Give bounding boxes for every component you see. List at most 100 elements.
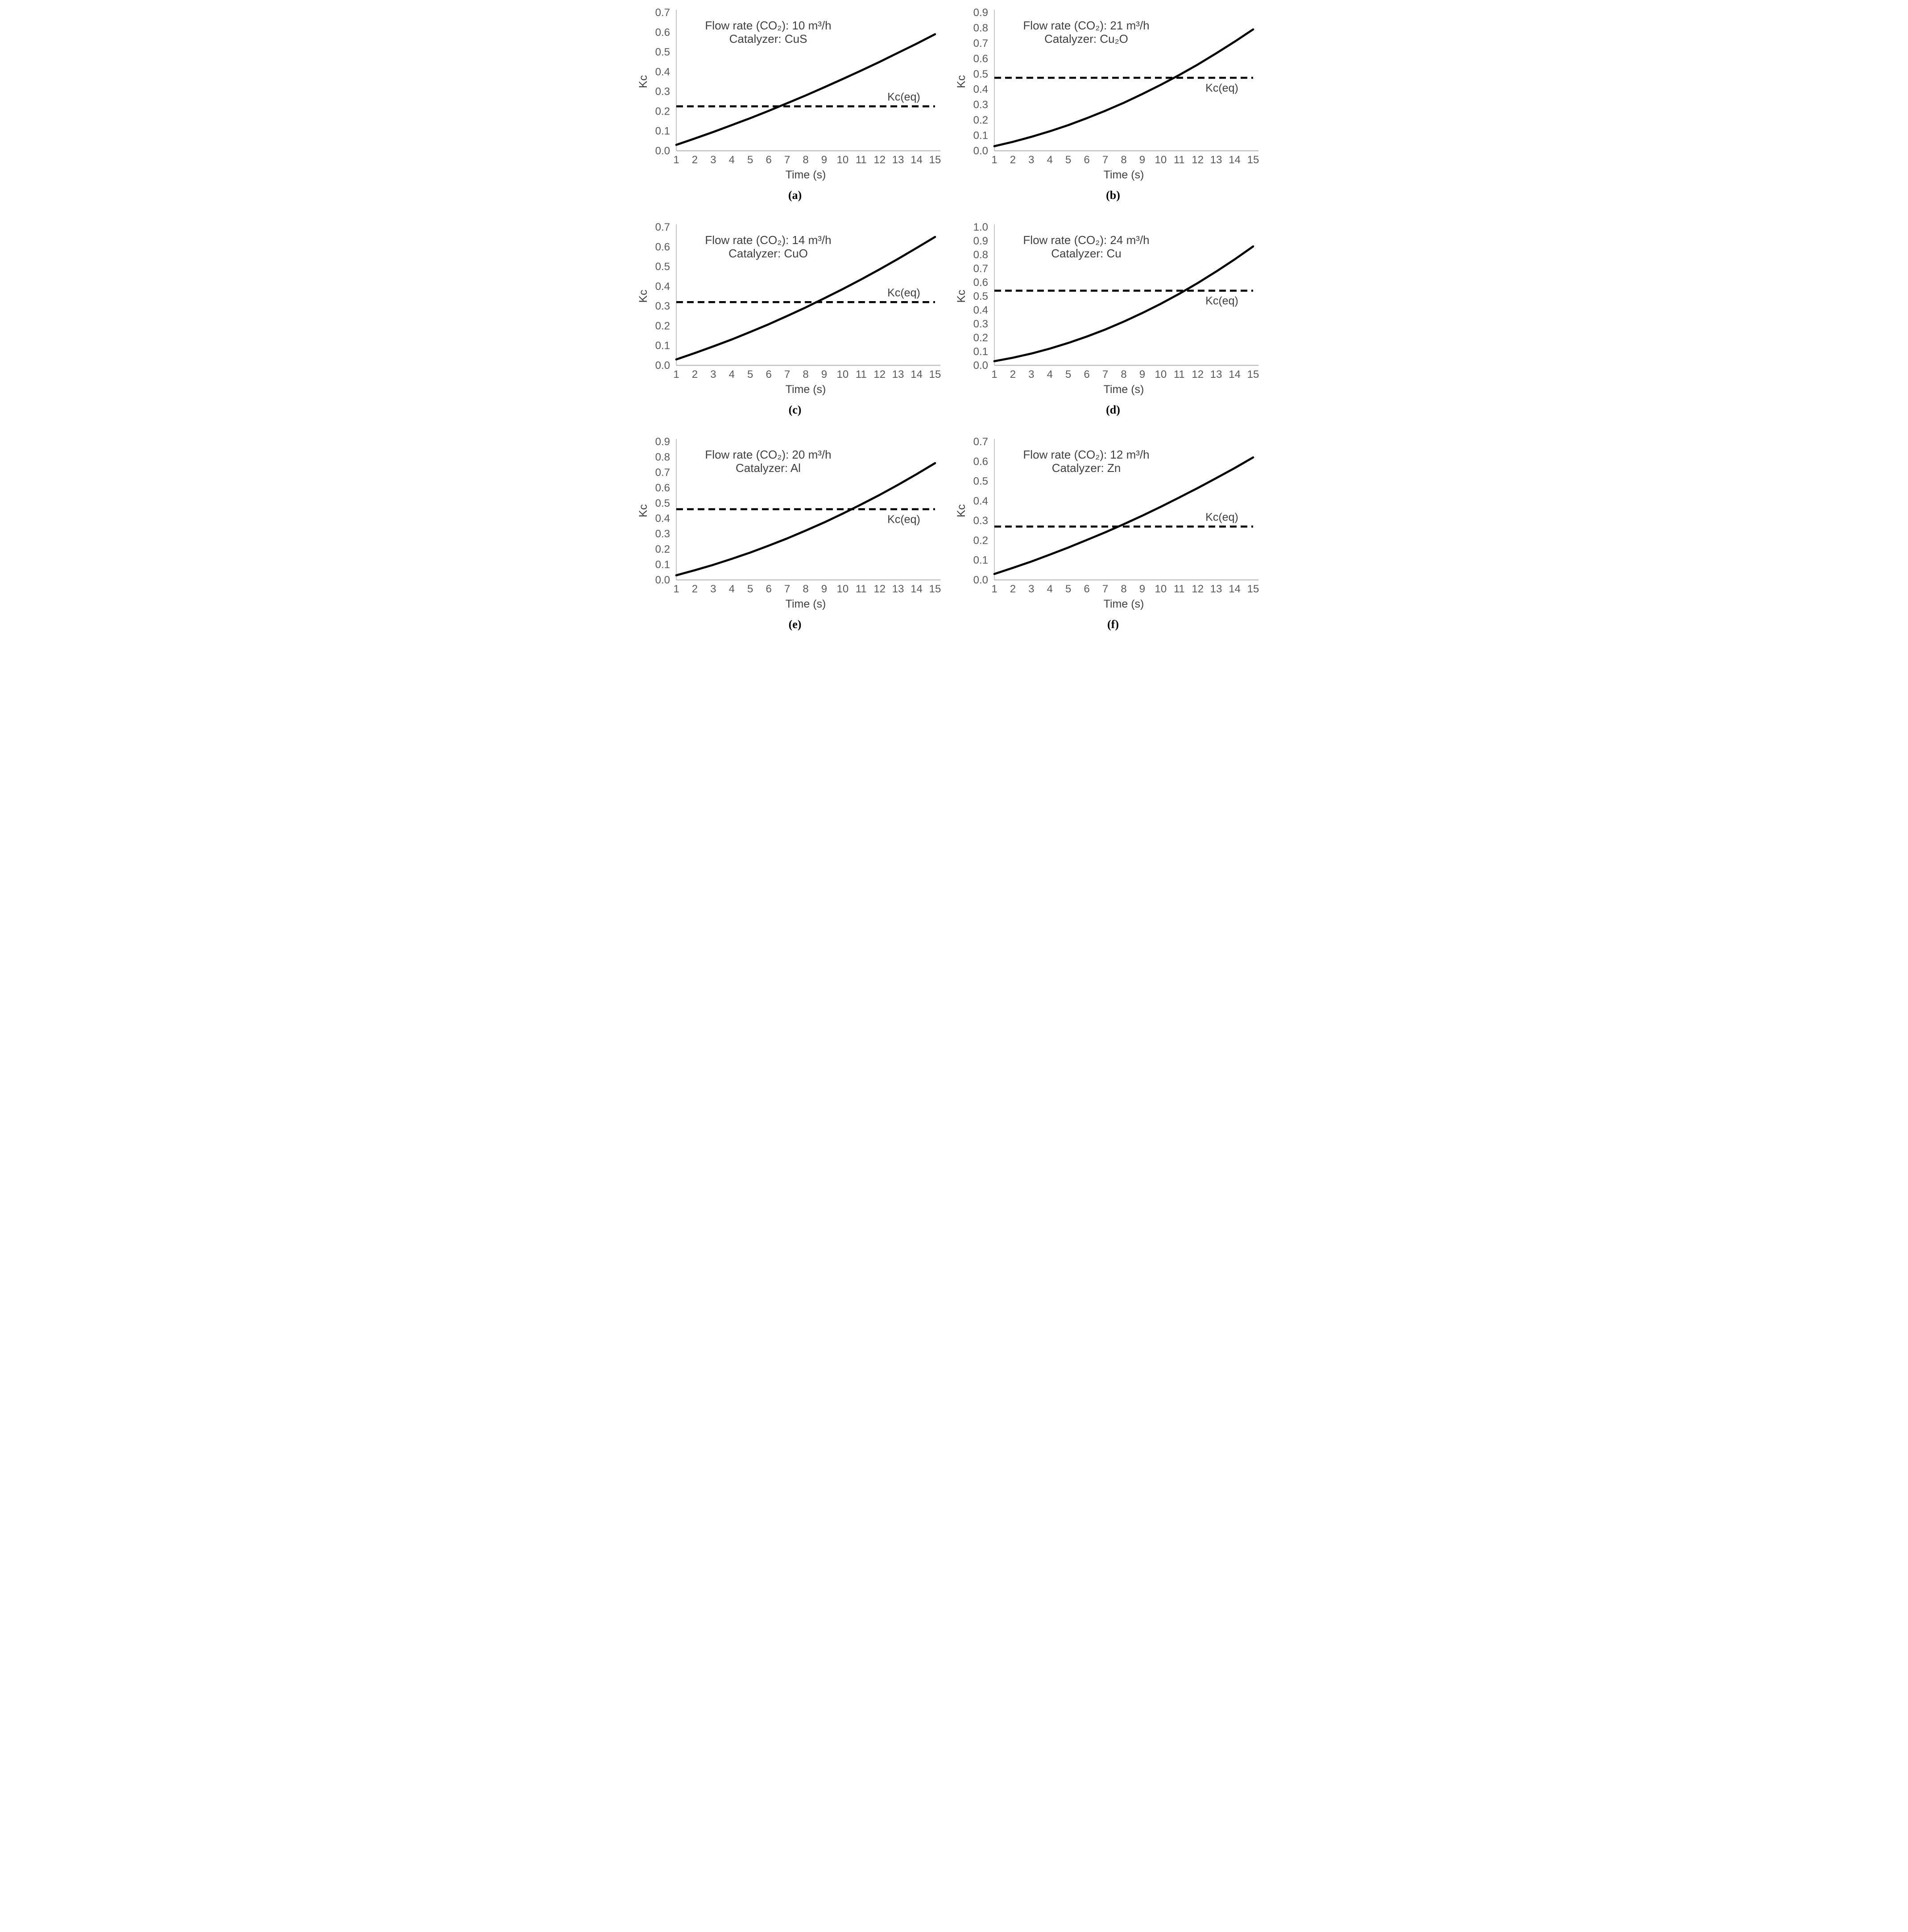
x-tick-label: 15 [929, 368, 941, 381]
x-tick-label: 13 [892, 583, 904, 595]
x-tick-label: 4 [1047, 368, 1052, 381]
y-tick-label: 0.7 [973, 436, 988, 448]
y-tick-label: 0.7 [655, 7, 670, 19]
x-tick-label: 9 [821, 368, 827, 381]
y-tick-label: 0.0 [655, 360, 670, 372]
y-tick-label: 0.6 [973, 455, 988, 467]
annotation-catalyzer: Catalyzer: CuO [728, 247, 808, 260]
x-axis-title: Time (s) [785, 598, 826, 610]
panel-caption-e: (e) [788, 618, 802, 631]
x-tick-label: 7 [1102, 368, 1108, 381]
kc-curve [675, 462, 936, 577]
x-tick-label: 4 [728, 368, 734, 381]
x-tick-label: 12 [1192, 368, 1204, 381]
y-tick-label: 0.1 [655, 125, 670, 137]
x-tick-label: 15 [1247, 583, 1259, 595]
y-tick-label: 0.4 [655, 281, 670, 293]
annotation-flow-rate: Flow rate (CO₂): 14 m³/h [705, 233, 831, 247]
x-tick-label: 10 [1155, 368, 1167, 381]
x-tick-label: 8 [803, 154, 808, 166]
x-axis-title: Time (s) [785, 383, 826, 396]
y-tick-label: 0.3 [655, 300, 670, 312]
y-tick-label: 0.8 [973, 249, 988, 261]
y-tick-label: 0.5 [973, 68, 988, 80]
x-tick-label: 11 [855, 368, 866, 381]
y-tick-label: 0.6 [973, 53, 988, 65]
x-tick-label: 5 [747, 154, 753, 166]
y-tick-label: 0.1 [973, 554, 988, 567]
panel-f: 0.0 0.1 0.2 0.3 0.4 0.5 0.6 0.7 1 2 3 4 5 6 7 8 9 10 11 12 1… [954, 433, 1272, 647]
chart-a: 0.00.10.20.30.40.50.60.71 2 3 4 5 6 7 8 9 10 11 12 1… [637, 7, 941, 181]
annotation-flow-rate: Flow rate (CO₂): 21 m³/h [1023, 19, 1149, 32]
x-tick-label: 9 [1139, 583, 1145, 595]
x-tick-label: 13 [1210, 154, 1222, 166]
kc-eq-label: Kc(eq) [1205, 295, 1238, 307]
x-tick-label: 7 [784, 583, 790, 595]
panel-caption-d: (d) [1106, 403, 1120, 416]
x-tick-label: 15 [929, 583, 941, 595]
x-tick-label: 15 [1247, 368, 1259, 381]
chart-c: 0.00.10.20.30.40.50.60.71 2 3 4 5 6 7 8 9 10 11 12 1… [637, 221, 941, 396]
page: { "figure": { "layout": "3 rows x 2 colu… [0, 0, 1908, 647]
y-axis-title: Kc [955, 290, 968, 302]
y-tick-label: 0.9 [655, 436, 670, 448]
y-tick-label: 0.7 [973, 37, 988, 50]
x-tick-label: 5 [747, 368, 753, 381]
y-tick-label: 0.4 [973, 495, 988, 507]
x-tick-label: 7 [1102, 583, 1108, 595]
x-tick-label: 8 [1121, 154, 1126, 166]
y-tick-label: 0.9 [973, 7, 988, 19]
annotation-catalyzer: Catalyzer: Al [736, 461, 801, 475]
chart-f: 0.00.10.20.30.40.50.60.71 2 3 4 5 6 7 8 9 10 11 12 1… [955, 436, 1259, 610]
kc-eq-label: Kc(eq) [1205, 511, 1238, 523]
figure-grid: 0.0 0.1 0.2 0.3 0.4 0.5 0.6 0.7 1 2 3 4 5 6 7 8 9 10 11 12 1… [636, 0, 1272, 647]
y-tick-label: 0.5 [655, 261, 670, 273]
y-tick-label: 0.5 [655, 46, 670, 58]
chart-d: 0.00.10.20.30.40.50.60.70.80.91.01 2 3 4 5 6 7… [955, 221, 1259, 396]
x-tick-label: 15 [1247, 154, 1259, 166]
x-tick-label: 3 [1028, 583, 1034, 595]
chart-b: 0.00.10.20.30.40.50.60.70.80.91 2 3 4 5 6 7 8 9 1… [955, 7, 1259, 181]
y-tick-label: 0.0 [655, 145, 670, 157]
y-tick-label: 0.6 [655, 241, 670, 253]
x-tick-label: 2 [1010, 368, 1015, 381]
panel-caption-a: (a) [788, 189, 802, 202]
annotation-catalyzer: Catalyzer: Cu₂O [1044, 32, 1128, 46]
panel-caption-f: (f) [1107, 618, 1119, 631]
x-tick-label: 10 [836, 154, 848, 166]
x-tick-label: 3 [710, 154, 716, 166]
x-tick-label: 8 [1121, 583, 1126, 595]
x-tick-label: 7 [784, 368, 790, 381]
x-tick-label: 12 [873, 154, 886, 166]
x-axis-title: Time (s) [1103, 169, 1144, 181]
x-tick-label: 10 [836, 368, 848, 381]
x-tick-label: 8 [1121, 368, 1126, 381]
x-tick-label: 14 [911, 154, 923, 166]
x-tick-label: 12 [873, 368, 886, 381]
y-tick-label: 0.4 [973, 83, 988, 95]
kc-curve [675, 33, 936, 146]
x-tick-label: 6 [766, 368, 771, 381]
y-tick-label: 0.4 [973, 304, 988, 316]
x-tick-label: 13 [892, 154, 904, 166]
panel-caption-c: (c) [788, 403, 802, 416]
y-tick-label: 0.0 [973, 145, 988, 157]
x-tick-label: 5 [747, 583, 753, 595]
panel-d: 0.0 0.1 0.2 0.3 0.4 0.5 0.6 0.7 0.8 0.9 1.0 1 2 3 4 5 6 7… [954, 218, 1272, 433]
x-tick-label: 13 [892, 368, 904, 381]
y-tick-label: 0.5 [973, 476, 988, 488]
x-tick-label: 4 [1047, 583, 1052, 595]
x-axis-title: Time (s) [785, 169, 826, 181]
x-tick-label: 1 [991, 368, 997, 381]
x-tick-label: 2 [691, 368, 697, 381]
kc-curve [993, 245, 1254, 363]
x-tick-label: 6 [1084, 154, 1089, 166]
y-tick-label: 0.5 [655, 497, 670, 509]
x-tick-label: 9 [1139, 368, 1145, 381]
y-tick-label: 0.0 [973, 574, 988, 586]
x-tick-label: 14 [911, 583, 923, 595]
x-tick-label: 10 [1155, 583, 1167, 595]
x-tick-label: 11 [1173, 154, 1184, 166]
x-tick-label: 4 [1047, 154, 1052, 166]
x-tick-label: 1 [991, 154, 997, 166]
